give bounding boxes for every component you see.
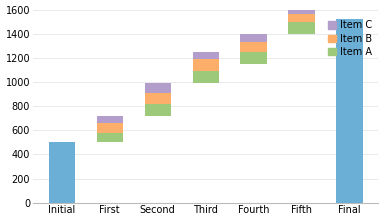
Legend: Item C, Item B, Item A: Item C, Item B, Item A bbox=[326, 18, 374, 59]
Bar bbox=[96, 133, 123, 142]
Bar bbox=[288, 14, 315, 22]
Bar bbox=[240, 34, 267, 42]
Bar bbox=[288, 7, 315, 14]
Bar bbox=[96, 116, 123, 123]
Bar bbox=[48, 142, 75, 203]
Bar bbox=[192, 52, 219, 59]
Bar bbox=[96, 123, 123, 133]
Bar bbox=[240, 52, 267, 64]
Bar bbox=[288, 22, 315, 34]
Bar bbox=[144, 104, 171, 116]
Bar bbox=[240, 42, 267, 52]
Bar bbox=[144, 83, 171, 93]
Bar bbox=[144, 93, 171, 104]
Bar bbox=[336, 19, 363, 203]
Bar bbox=[192, 59, 219, 71]
Bar bbox=[192, 71, 219, 83]
